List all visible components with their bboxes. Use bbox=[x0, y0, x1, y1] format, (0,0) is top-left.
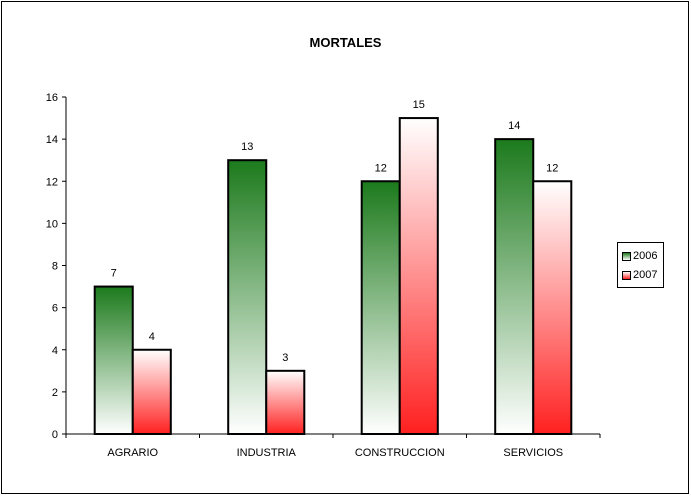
data-label: 4 bbox=[149, 331, 155, 343]
y-tick-label: 12 bbox=[46, 176, 58, 188]
y-tick-label: 2 bbox=[52, 387, 58, 399]
data-label: 14 bbox=[508, 120, 520, 132]
chart-title: MORTALES bbox=[309, 35, 382, 50]
data-label: 7 bbox=[111, 268, 117, 280]
x-tick-label: CONSTRUCCION bbox=[355, 447, 445, 459]
data-label: 12 bbox=[375, 162, 387, 174]
bar-2007-construccion bbox=[398, 117, 439, 435]
y-tick-label: 14 bbox=[46, 134, 58, 146]
y-tick-label: 0 bbox=[52, 429, 58, 441]
chart-bars bbox=[93, 117, 573, 435]
data-label: 15 bbox=[413, 99, 425, 111]
bar-2006-agrario bbox=[93, 285, 134, 435]
y-tick-label: 10 bbox=[46, 218, 58, 230]
legend-swatch-2007 bbox=[622, 270, 631, 280]
legend-item-2007: 2007 bbox=[622, 268, 657, 282]
legend-swatch-2006 bbox=[622, 251, 631, 261]
y-tick-label: 6 bbox=[52, 303, 58, 315]
bar-2006-industria bbox=[227, 159, 268, 435]
data-label: 12 bbox=[546, 162, 558, 174]
y-tick-label: 16 bbox=[46, 92, 58, 104]
chart-legend: 2006 2007 bbox=[617, 242, 664, 288]
chart-labels: AGRARIO 7 4 INDUSTRIA 13 3 CONSTRUCCION 12 15 SER… bbox=[107, 99, 563, 459]
legend-label-2007: 2007 bbox=[633, 269, 658, 281]
legend-label-2006: 2006 bbox=[633, 250, 658, 262]
bar-2007-agrario bbox=[131, 348, 172, 435]
x-tick-label: SERVICIOS bbox=[503, 447, 563, 459]
bar-2006-construccion bbox=[360, 180, 401, 435]
y-tick-label: 4 bbox=[52, 345, 58, 357]
data-label: 3 bbox=[282, 352, 288, 364]
y-tick-label: 8 bbox=[52, 261, 58, 273]
bar-2007-servicios bbox=[532, 180, 573, 435]
x-tick-label: INDUSTRIA bbox=[237, 447, 297, 459]
x-tick-label: AGRARIO bbox=[107, 447, 158, 459]
data-label: 13 bbox=[241, 141, 253, 153]
bar-2006-servicios bbox=[494, 138, 535, 435]
legend-item-2006: 2006 bbox=[622, 249, 657, 263]
bar-2007-industria bbox=[265, 369, 306, 435]
